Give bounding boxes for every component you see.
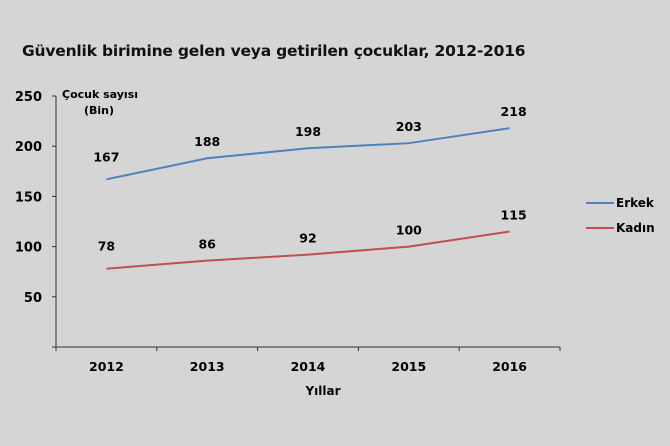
data-label: 188 bbox=[194, 134, 220, 149]
data-label: 86 bbox=[198, 237, 216, 252]
x-tick-label: 2013 bbox=[190, 359, 225, 374]
y-tick-label: 250 bbox=[15, 90, 42, 105]
x-tick-label: 2015 bbox=[391, 359, 426, 374]
x-tick-label: 2014 bbox=[291, 359, 326, 374]
x-tick-label: 2016 bbox=[492, 359, 527, 374]
series-line-kadın bbox=[106, 230, 510, 270]
chart-title: Güvenlik birimine gelen veya getirilen ç… bbox=[22, 42, 526, 60]
legend-label: Erkek bbox=[616, 196, 655, 210]
data-label: 92 bbox=[299, 231, 316, 246]
series-line-erkek bbox=[106, 127, 510, 181]
data-label: 203 bbox=[396, 119, 422, 134]
data-label: 167 bbox=[93, 149, 119, 164]
data-label: 100 bbox=[396, 223, 422, 238]
y-axis-label-line1: Çocuk sayısı bbox=[62, 88, 138, 101]
y-tick-label: 200 bbox=[15, 140, 42, 155]
y-axis-label-line2: (Bin) bbox=[84, 104, 114, 117]
data-label: 115 bbox=[501, 208, 527, 223]
y-tick-label: 100 bbox=[15, 241, 42, 256]
y-tick-label: 150 bbox=[15, 190, 42, 205]
y-tick-label: 50 bbox=[24, 291, 42, 306]
data-label: 198 bbox=[295, 124, 321, 139]
x-tick-label: 2012 bbox=[89, 359, 124, 374]
x-axis-label: Yıllar bbox=[304, 384, 340, 398]
legend-label: Kadın bbox=[616, 221, 655, 235]
data-label: 78 bbox=[98, 239, 115, 254]
data-label: 218 bbox=[501, 104, 527, 119]
